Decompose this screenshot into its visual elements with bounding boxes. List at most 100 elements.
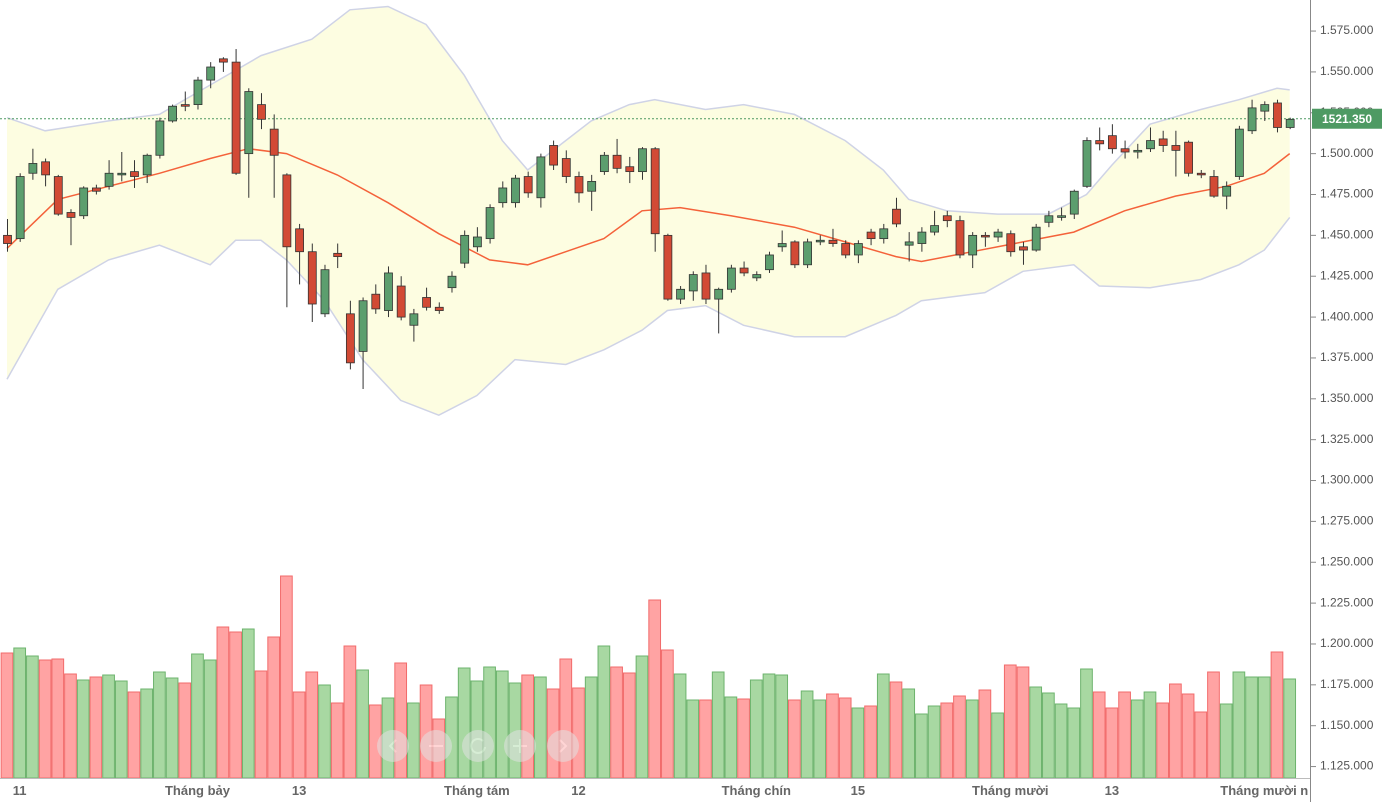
volume-bar — [457, 667, 471, 779]
volume-bar — [1016, 666, 1030, 779]
candle-body — [701, 272, 711, 300]
volume-bar — [826, 693, 839, 779]
volume-bar — [800, 690, 814, 779]
lower-band — [6, 216, 1291, 417]
candle-body — [498, 187, 508, 204]
candle-body — [752, 274, 762, 279]
volume-bar — [737, 698, 750, 779]
volume-bar — [1105, 707, 1119, 779]
candle-body — [333, 252, 343, 258]
candle-body — [1082, 140, 1092, 187]
candle-body — [345, 313, 355, 364]
volume-bar — [1118, 691, 1131, 779]
candle-body — [1031, 226, 1041, 251]
volume-bar — [1080, 668, 1093, 779]
candle-body — [650, 148, 660, 235]
candle-body — [1107, 135, 1117, 150]
candle-body — [130, 171, 139, 177]
volume-bar — [813, 699, 827, 779]
volume-bar — [534, 676, 547, 779]
candle-body — [523, 176, 533, 194]
candle-body — [930, 225, 939, 233]
candle-body — [511, 177, 520, 204]
candle-body — [180, 104, 190, 107]
volume-bar — [902, 688, 916, 779]
upper-band — [6, 5, 1290, 215]
candle-body — [295, 228, 304, 253]
volume-bar — [470, 680, 484, 779]
candle-body — [1247, 107, 1257, 132]
scroll-left-button[interactable] — [377, 730, 409, 762]
volume-bar — [191, 653, 204, 779]
candle-body — [676, 288, 685, 300]
volume-bar — [699, 699, 712, 779]
volume-bar — [178, 682, 192, 779]
volume-bar — [305, 671, 319, 779]
volume-bar — [1130, 699, 1144, 779]
volume-bar — [292, 691, 306, 779]
volume-bar — [165, 677, 179, 779]
candle-body — [726, 267, 736, 290]
candle-body — [320, 269, 330, 315]
last-price-tag — [1312, 108, 1382, 129]
candle-body — [193, 79, 203, 106]
volume-bar — [1169, 683, 1182, 779]
candle-body — [66, 212, 76, 218]
candle-body — [828, 239, 838, 244]
candle-body — [422, 297, 431, 308]
reset-button[interactable] — [462, 730, 494, 762]
candle-body — [1095, 140, 1105, 145]
volume-bar — [1092, 691, 1106, 779]
navigation[interactable] — [377, 730, 579, 762]
candle-body — [879, 228, 889, 240]
plot-area: 11 Tháng bảy 13 Tháng tám 12 Tháng chín 15 Thán… — [0, 5, 1310, 798]
volume-bar — [102, 674, 115, 779]
volume-bar — [1067, 707, 1081, 779]
candle-body — [587, 181, 597, 192]
volume-bar — [1283, 678, 1297, 779]
candle-body — [434, 306, 444, 311]
candle-body — [625, 166, 635, 173]
candle-body — [904, 241, 914, 246]
y-tick-label: 1.225.000 — [1320, 595, 1374, 609]
y-tick-label: 1.200.000 — [1320, 636, 1374, 650]
volume-bar — [661, 649, 674, 779]
candle-body — [1006, 233, 1016, 253]
candle-body — [168, 105, 177, 122]
volume-bar — [76, 679, 90, 779]
candle-body — [1209, 176, 1219, 197]
candle-body — [561, 158, 571, 177]
x-tick-label: Tháng chín — [722, 783, 791, 798]
volume-bar — [965, 699, 979, 779]
volume-bar — [953, 695, 966, 779]
volume-bar — [114, 680, 128, 779]
x-tick-label: 13 — [1105, 783, 1119, 798]
candle-body — [599, 154, 609, 173]
volume-bar — [1207, 671, 1220, 779]
y-tick-label: 1.475.000 — [1320, 187, 1374, 201]
volume-bar — [89, 676, 103, 779]
candle-body — [612, 154, 622, 169]
volume-bar — [673, 673, 687, 779]
candle-body — [663, 234, 673, 300]
volume-bar — [775, 674, 789, 779]
candle-body — [1260, 104, 1270, 112]
candle-body — [117, 172, 127, 176]
candle-body — [358, 300, 368, 352]
candle-body — [980, 234, 990, 238]
volume-bar — [1181, 693, 1195, 779]
candle-body — [574, 176, 584, 194]
volume-bar — [648, 599, 662, 779]
candle-body — [777, 243, 787, 248]
candle-body — [3, 234, 12, 244]
x-tick-label: 15 — [851, 783, 865, 798]
x-tick-label: Tháng tám — [444, 783, 510, 798]
volume-bar — [38, 659, 52, 779]
x-tick-label: Tháng mười — [972, 783, 1048, 798]
y-tick-label: 1.250.000 — [1320, 554, 1374, 568]
candle-body — [41, 161, 50, 176]
scroll-right-button[interactable] — [547, 730, 579, 762]
candle-body — [307, 251, 317, 305]
volume-bar — [407, 702, 420, 779]
